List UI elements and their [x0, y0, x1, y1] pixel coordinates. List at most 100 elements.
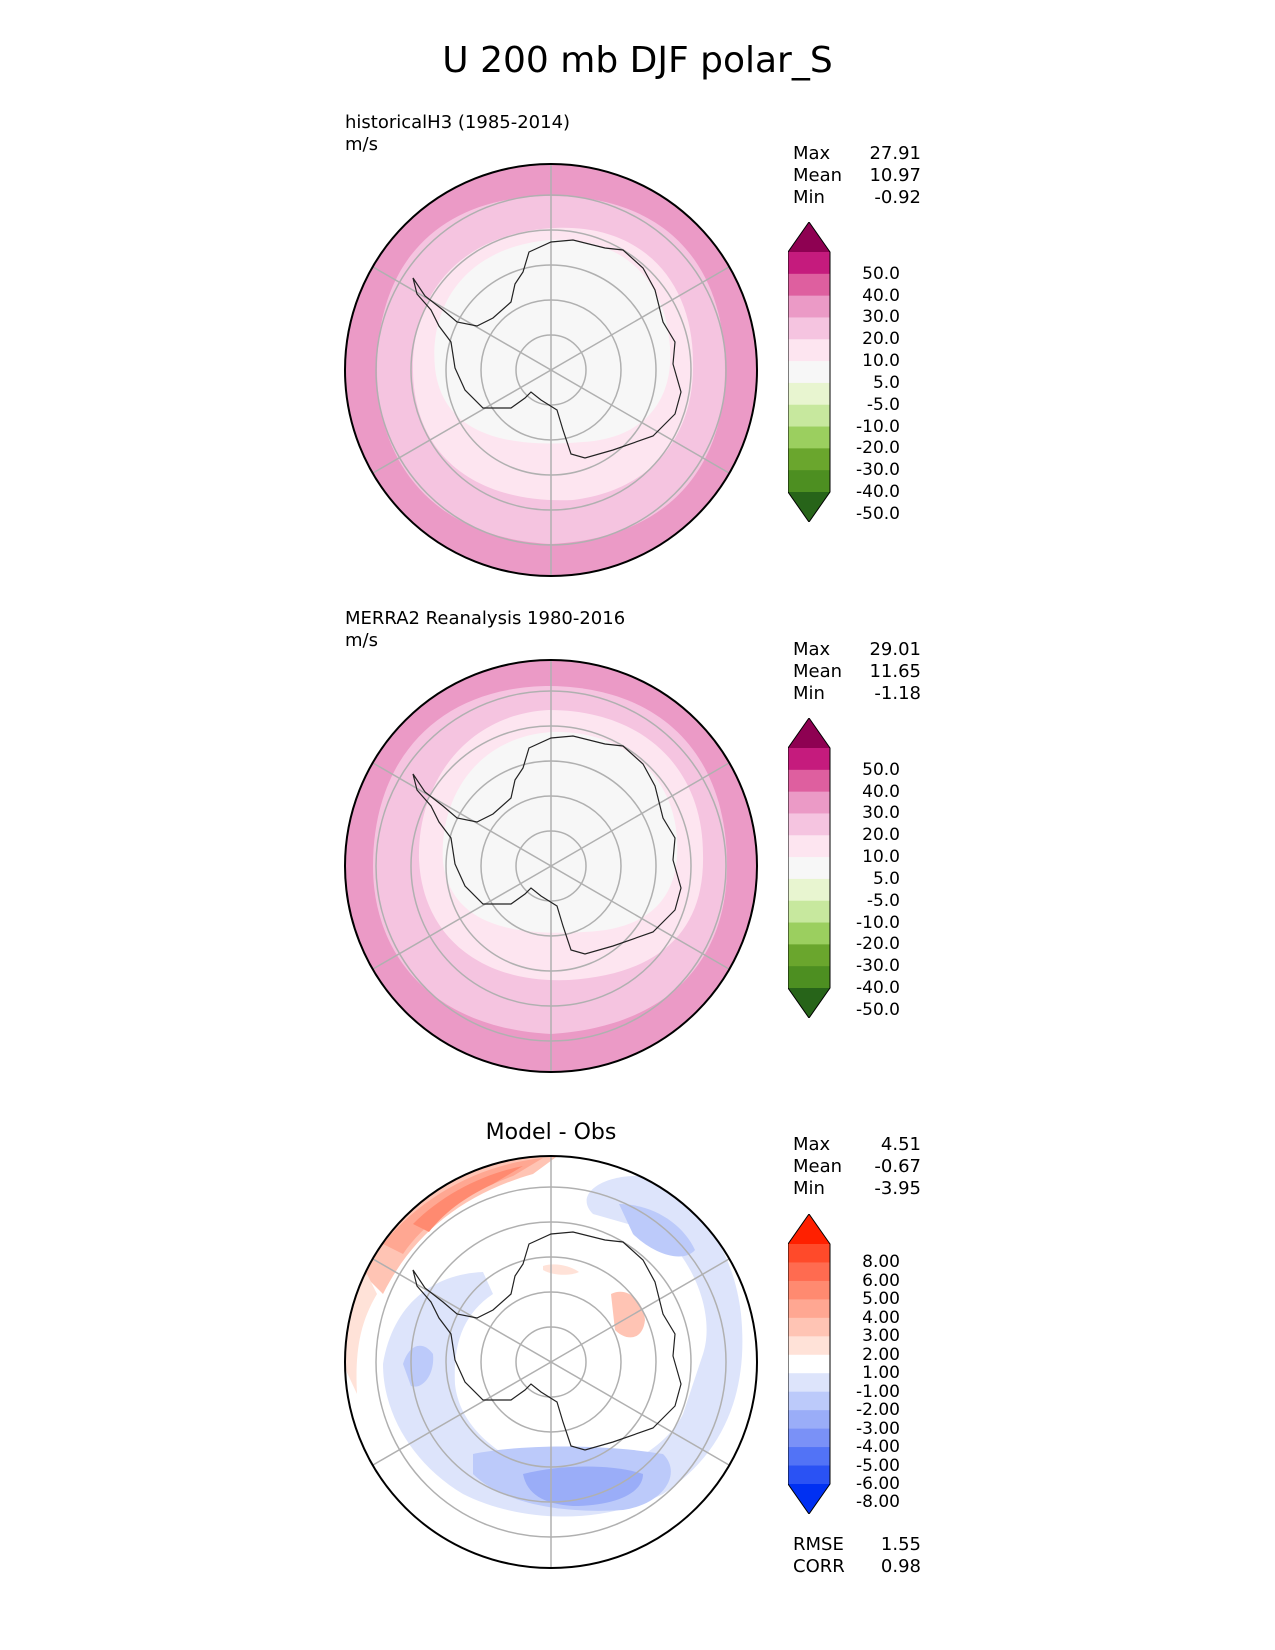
coastline — [412, 239, 682, 459]
colorbar-tick-label: -5.0 — [866, 890, 900, 911]
colorbar-segment — [788, 1336, 830, 1356]
max-label: Max — [793, 639, 831, 660]
panel-3-colorbar-labels: 8.00 6.00 5.00 4.00 3.00 2.00 1.00 -1.00 -2.00 -3… — [840, 1214, 900, 1514]
mean-label: Mean — [793, 661, 843, 682]
panel-3-skill-stats: RMSE 1.55 CORR 0.98 — [793, 1534, 921, 1578]
mean-value: 11.65 — [869, 661, 921, 682]
min-value: -0.92 — [874, 187, 921, 208]
colorbar-segment — [788, 361, 830, 384]
colorbar-tick-label: 30.0 — [862, 803, 900, 824]
colorbar-tick-label: -30.0 — [856, 460, 900, 481]
mean-label: Mean — [793, 165, 843, 186]
colorbar-segment — [788, 1280, 830, 1300]
figure-title: U 200 mb DJF polar_S — [442, 40, 833, 81]
colorbar-outline — [788, 222, 831, 522]
colorbar-extend-top — [788, 1214, 830, 1244]
panel-3-stats: Max 4.51 Mean -0.67 Min -3.95 — [793, 1134, 921, 1200]
colorbar-segment — [788, 317, 830, 340]
colorbar-segment — [788, 1244, 830, 1263]
map-border — [344, 1155, 758, 1569]
colorbar-tick-label: 10.0 — [862, 847, 900, 868]
colorbar-tick-label: -5.00 — [856, 1455, 900, 1476]
colorbar-segment — [788, 966, 830, 989]
colorbar-segment — [788, 404, 830, 428]
colorbar-tick-label: 20.0 — [862, 825, 900, 846]
diff-positive-region — [383, 1158, 543, 1254]
colorbar-segment — [788, 769, 830, 793]
colorbar-tick-label: 8.00 — [862, 1252, 900, 1273]
panel-2-title: MERRA2 Reanalysis 1980-2016 — [345, 608, 626, 629]
min-label: Min — [793, 187, 825, 208]
colorbar-tick-label: 4.00 — [862, 1307, 900, 1328]
colorbar-segment — [788, 813, 830, 836]
colorbar-tick-label: 2.00 — [862, 1344, 900, 1365]
colorbar-tick-label: 6.00 — [862, 1270, 900, 1291]
colorbar-tick-label: -40.0 — [856, 482, 900, 502]
colorbar-tick-label: -20.0 — [856, 934, 900, 955]
max-value: 4.51 — [880, 1134, 921, 1155]
min-label: Min — [793, 683, 825, 704]
map-border — [344, 163, 758, 577]
corr-label: CORR — [793, 1556, 845, 1577]
colorbar-segment — [788, 273, 830, 297]
colorbar-segment — [788, 878, 830, 902]
colorbar-tick-label: -50.0 — [856, 503, 900, 524]
colorbar-tick-label: -6.00 — [856, 1474, 900, 1494]
colorbar-segment — [788, 1299, 830, 1319]
colorbar-tick-label: -40.0 — [856, 978, 900, 998]
colorbar-tick-label: -8.00 — [856, 1492, 900, 1513]
colorbar-tick-label: 3.00 — [862, 1326, 900, 1347]
panel-3-title: Model - Obs — [485, 1120, 617, 1145]
colorbar-tick-label: 5.0 — [872, 372, 900, 393]
colorbar-tick-label: 30.0 — [862, 307, 900, 328]
panel-1-title: historicalH3 (1985-2014) — [345, 112, 571, 133]
max-value: 27.91 — [869, 143, 921, 164]
colorbar-segment — [788, 791, 830, 814]
max-label: Max — [793, 143, 831, 164]
colorbar-tick-label: -3.00 — [856, 1418, 900, 1439]
colorbar-tick-label: 1.00 — [862, 1363, 900, 1384]
colorbar-segment — [788, 1410, 830, 1430]
map-border — [344, 659, 758, 1073]
panel-3-colorbar — [788, 1214, 831, 1514]
coastline — [412, 1231, 682, 1451]
colorbar-segment — [788, 900, 830, 924]
colorbar-tick-label: 40.0 — [862, 781, 900, 802]
panel-2-colorbar — [788, 718, 831, 1018]
panel-1-colorbar-labels: 50.0 40.0 30.0 20.0 10.0 5.0 -5.0 -10.0 -20.0 -30… — [840, 222, 900, 524]
panel-1-title-block: historicalH3 (1985-2014) m/s — [345, 112, 570, 156]
colorbar-tick-label: -20.0 — [856, 438, 900, 459]
colorbar-tick-label: 20.0 — [862, 329, 900, 350]
mean-label: Mean — [793, 1156, 843, 1177]
panel-1-stats: Max 27.91 Mean 10.97 Min -0.92 — [793, 143, 921, 209]
panel-3-polar-map — [344, 1155, 758, 1569]
colorbar-segment — [788, 1428, 830, 1448]
colorbar-tick-label: -5.0 — [866, 394, 900, 415]
colorbar-segment — [788, 1373, 830, 1393]
colorbar-segment — [788, 1391, 830, 1411]
panel-2-stats: Max 29.01 Mean 11.65 Min -1.18 — [793, 639, 921, 705]
colorbar-segment — [788, 1262, 830, 1282]
colorbar-tick-label: -10.0 — [856, 416, 900, 437]
colorbar-segment — [788, 835, 830, 858]
field-band-low — [434, 239, 671, 444]
colorbar-segment — [788, 382, 830, 406]
colorbar-tick-label: -4.00 — [856, 1437, 900, 1458]
colorbar-segment — [788, 426, 830, 449]
graticule — [372, 164, 730, 576]
diff-positive-region — [413, 1166, 523, 1232]
colorbar-segment — [788, 1317, 830, 1337]
colorbar-tick-label: 5.0 — [872, 868, 900, 889]
colorbar-segment — [788, 1354, 830, 1374]
panel-2-colorbar-labels: 50.0 40.0 30.0 20.0 10.0 5.0 -5.0 -10.0 -20.0 -30… — [840, 718, 900, 1020]
panel-2-title-block: MERRA2 Reanalysis 1980-2016 m/s — [345, 608, 625, 652]
colorbar-tick-label: 50.0 — [862, 263, 900, 284]
panel-2-polar-map — [344, 659, 758, 1073]
panel-1-colorbar — [788, 222, 831, 522]
diff-negative-region — [619, 1204, 695, 1257]
colorbar-tick-label: -2.00 — [856, 1400, 900, 1421]
mean-value: 10.97 — [869, 165, 921, 186]
colorbar-tick-label: 50.0 — [862, 759, 900, 780]
max-value: 29.01 — [869, 639, 921, 660]
colorbar-segment — [788, 470, 830, 493]
